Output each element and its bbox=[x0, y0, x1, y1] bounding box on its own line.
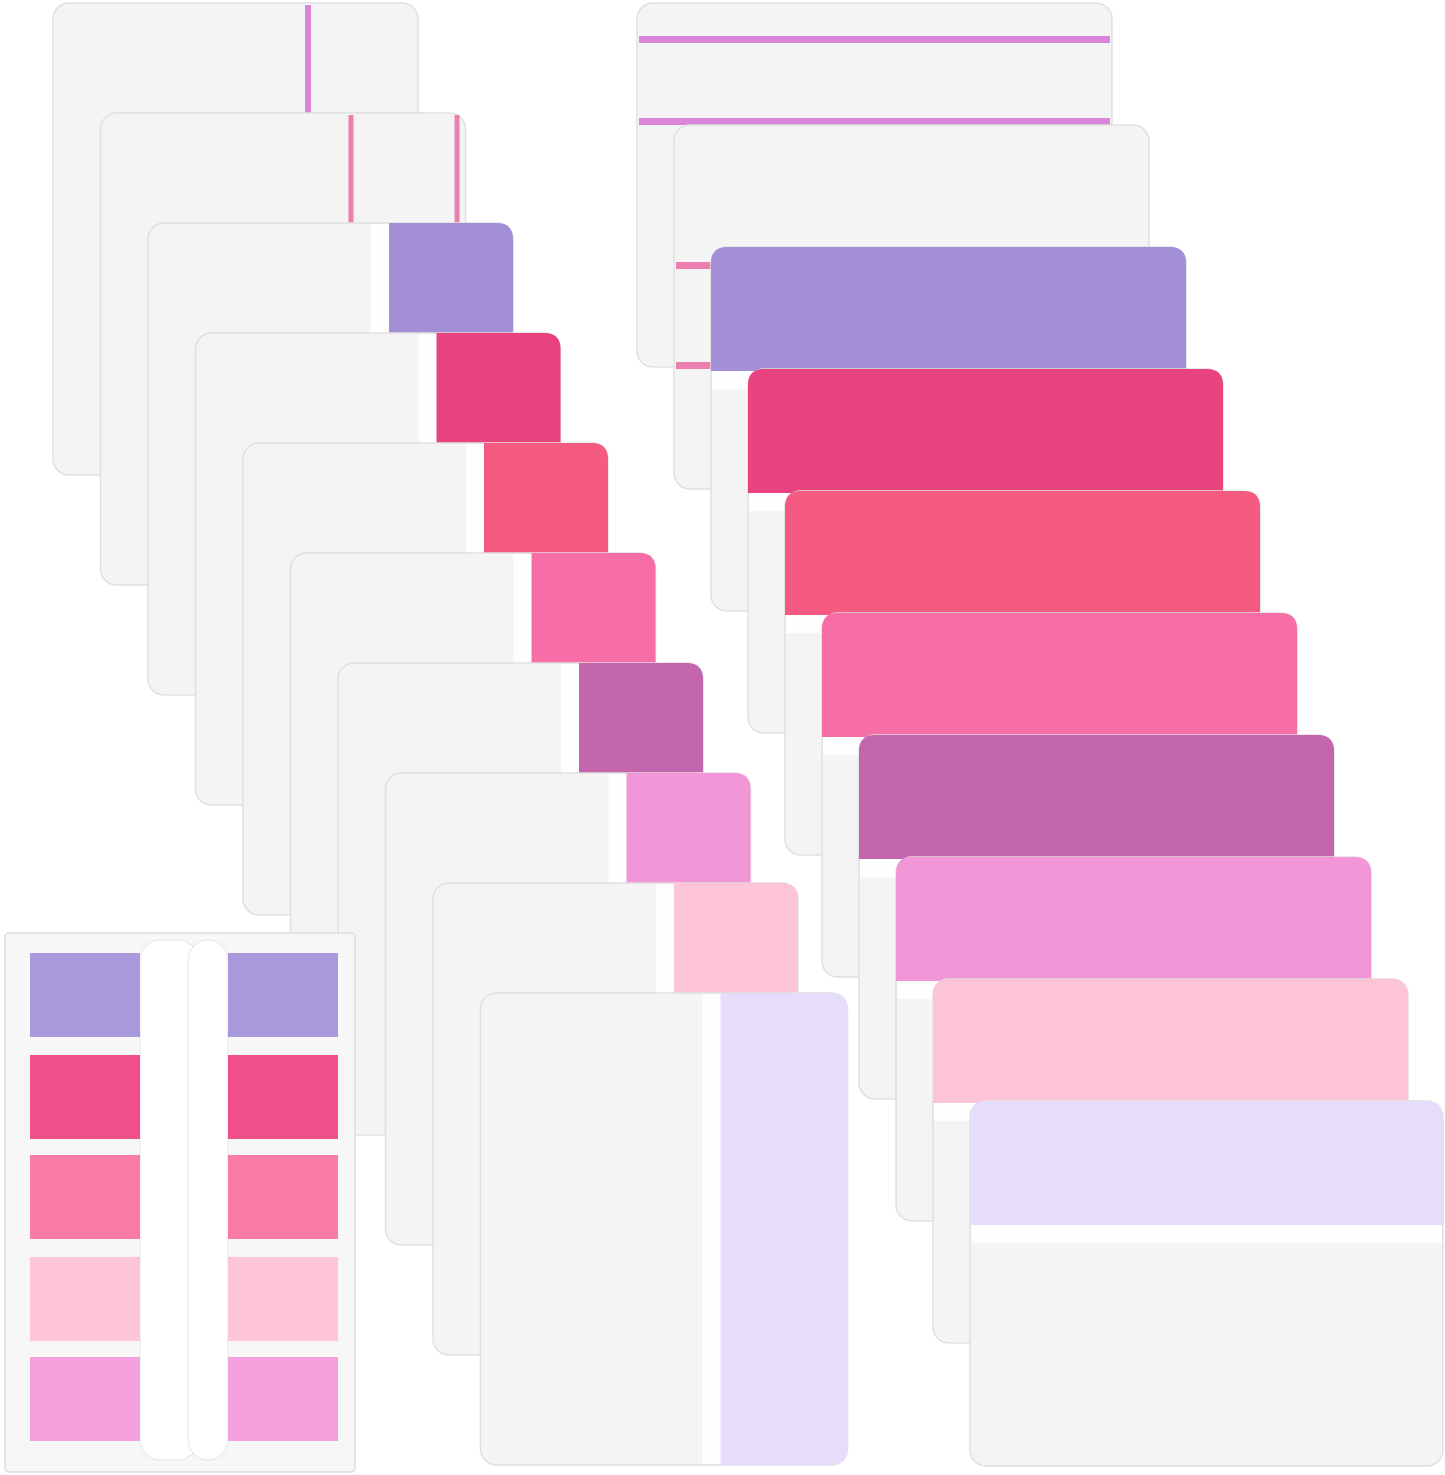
mini-flag bbox=[228, 1257, 338, 1341]
mini-flag bbox=[30, 1357, 140, 1441]
tab-line bbox=[639, 36, 1110, 43]
color-tab bbox=[896, 857, 1371, 981]
adhesive-strip bbox=[702, 994, 721, 1464]
color-tab bbox=[859, 735, 1334, 859]
mini-flag bbox=[30, 1257, 140, 1341]
color-tab bbox=[748, 369, 1223, 493]
color-tab bbox=[933, 979, 1408, 1103]
mini-flag bbox=[30, 1155, 140, 1239]
sheet-strip bbox=[187, 939, 229, 1461]
tab-line bbox=[639, 118, 1110, 125]
mini-flag bbox=[228, 953, 338, 1037]
tab bbox=[969, 1100, 1444, 1467]
adhesive-strip bbox=[971, 1225, 1442, 1243]
tab bbox=[479, 992, 849, 1466]
mini-flag bbox=[228, 1155, 338, 1239]
mini-flag bbox=[30, 953, 140, 1037]
color-tab bbox=[822, 613, 1297, 737]
mini-flag bbox=[228, 1055, 338, 1139]
color-tab bbox=[720, 993, 848, 1465]
color-tab bbox=[785, 491, 1260, 615]
horizontal-tab-stack bbox=[636, 2, 1444, 1467]
mini-flag bbox=[228, 1357, 338, 1441]
mini-tab-sheet bbox=[4, 932, 356, 1473]
mini-flag bbox=[30, 1055, 140, 1139]
color-tab bbox=[970, 1101, 1443, 1225]
vertical-tab-stack bbox=[52, 2, 849, 1466]
color-tab bbox=[711, 247, 1186, 371]
